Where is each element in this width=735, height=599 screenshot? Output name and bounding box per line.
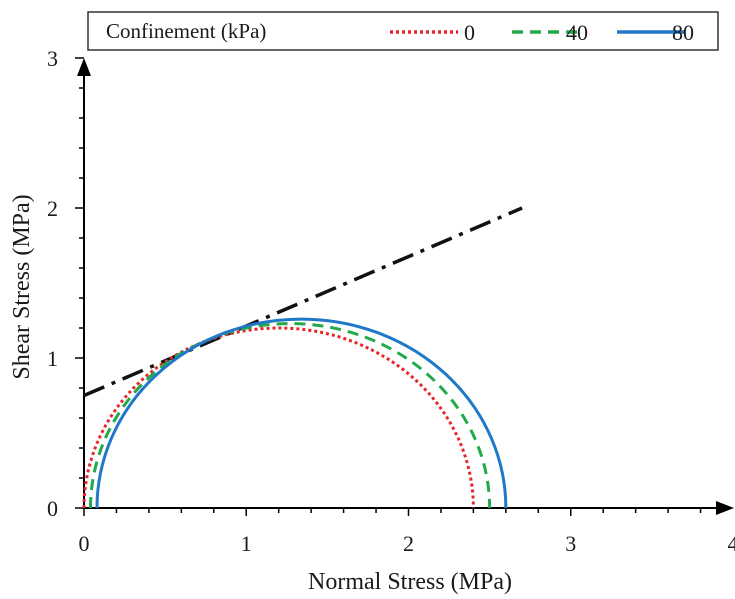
mohr-circle-80 (95, 317, 508, 509)
x-axis-arrow (716, 501, 734, 515)
x-tick-label: 1 (241, 531, 252, 556)
x-tick-label: 4 (728, 531, 735, 556)
y-tick-label: 0 (47, 496, 58, 521)
y-axis-title: Shear Stress (MPa) (9, 194, 35, 379)
x-tick-label: 2 (403, 531, 414, 556)
legend-title: Confinement (kPa) (106, 19, 266, 43)
legend-entries: 0 40 80 (390, 20, 694, 45)
legend-label-40: 40 (566, 20, 588, 45)
mohr-circle-0 (82, 326, 475, 509)
x-axis-title: Normal Stress (MPa) (308, 569, 512, 595)
legend-label-80: 80 (672, 20, 694, 45)
legend-label-0: 0 (464, 20, 475, 45)
plot-area: 0 1 2 3 4 0 1 2 3 Normal Stress (MPa) Shear Stress… (9, 46, 735, 595)
x-tick-label: 3 (565, 531, 576, 556)
failure-envelope-line (83, 206, 523, 398)
y-tick-label: 3 (47, 46, 58, 71)
y-tick-label: 1 (47, 346, 58, 371)
y-tick-label: 2 (47, 196, 58, 221)
x-tick-label: 0 (79, 531, 90, 556)
legend: Confinement (kPa) 0 40 80 (87, 11, 719, 51)
mohr-circle-40 (88, 322, 492, 509)
y-axis-arrow (77, 58, 91, 76)
